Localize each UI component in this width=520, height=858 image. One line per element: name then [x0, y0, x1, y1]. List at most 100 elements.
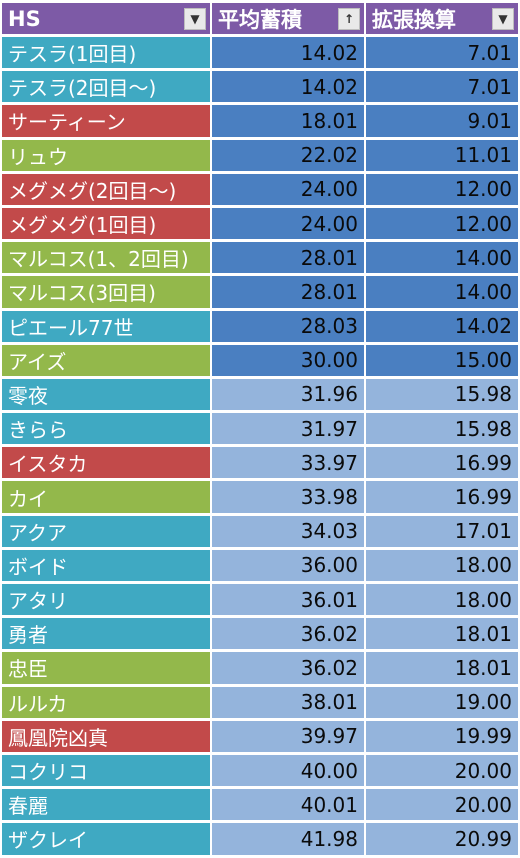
cell-avg-value[interactable]: 41.98	[212, 823, 364, 855]
cell-ext-value[interactable]: 20.99	[366, 823, 518, 855]
cell-avg-value[interactable]: 24.00	[212, 173, 364, 205]
cell-avg-value[interactable]: 33.98	[212, 481, 364, 513]
cell-hs-name[interactable]: アイズ	[2, 344, 210, 376]
cell-ext-value[interactable]: 7.01	[366, 37, 518, 69]
cell-avg-value[interactable]: 14.02	[212, 71, 364, 103]
cell-avg-value[interactable]: 34.03	[212, 515, 364, 547]
table-row: ルルカ 38.01 19.00	[2, 686, 518, 718]
cell-avg-value[interactable]: 31.97	[212, 413, 364, 445]
cell-ext-value[interactable]: 16.99	[366, 447, 518, 479]
table-row: リュウ 22.02 11.01	[2, 139, 518, 171]
cell-ext-value[interactable]: 20.00	[366, 754, 518, 787]
cell-ext-value[interactable]: 9.01	[366, 105, 518, 137]
cell-avg-value[interactable]: 22.02	[212, 139, 364, 171]
cell-ext-value[interactable]: 18.00	[366, 584, 518, 616]
filter-dropdown-icon[interactable]: ▼	[184, 7, 206, 30]
cell-avg-value[interactable]: 18.01	[212, 105, 364, 137]
cell-hs-name[interactable]: テスラ(2回目～)	[2, 71, 210, 103]
table-row: ボイド 36.00 18.00	[2, 549, 518, 581]
cell-hs-name[interactable]: ルルカ	[2, 686, 210, 718]
table-row: イスタカ 33.97 16.99	[2, 447, 518, 479]
cell-hs-name[interactable]: メグメグ(2回目～)	[2, 173, 210, 205]
cell-hs-name[interactable]: マルコス(1、2回目)	[2, 242, 210, 274]
cell-ext-value[interactable]: 20.00	[366, 789, 518, 821]
cell-avg-value[interactable]: 36.00	[212, 549, 364, 581]
table-row: ピエール77世 28.03 14.02	[2, 310, 518, 342]
cell-ext-value[interactable]: 11.01	[366, 139, 518, 171]
table-row: 忠臣 36.02 18.01	[2, 652, 518, 684]
cell-avg-value[interactable]: 36.02	[212, 618, 364, 650]
cell-avg-value[interactable]: 24.00	[212, 207, 364, 240]
table-row: 春麗 40.01 20.00	[2, 789, 518, 821]
cell-ext-value[interactable]: 15.98	[366, 413, 518, 445]
column-header-hs: HS ▼	[2, 3, 210, 34]
cell-hs-name[interactable]: 零夜	[2, 378, 210, 411]
cell-hs-name[interactable]: テスラ(1回目)	[2, 37, 210, 69]
cell-hs-name[interactable]: マルコス(3回目)	[2, 276, 210, 308]
table-row: メグメグ(2回目～) 24.00 12.00	[2, 173, 518, 205]
cell-ext-value[interactable]: 18.00	[366, 549, 518, 581]
table-row: マルコス(1、2回目) 28.01 14.00	[2, 242, 518, 274]
cell-avg-value[interactable]: 31.96	[212, 378, 364, 411]
cell-ext-value[interactable]: 14.00	[366, 242, 518, 274]
cell-ext-value[interactable]: 17.01	[366, 515, 518, 547]
cell-hs-name[interactable]: アクア	[2, 515, 210, 547]
cell-hs-name[interactable]: ピエール77世	[2, 310, 210, 342]
table-row: 零夜 31.96 15.98	[2, 378, 518, 411]
cell-avg-value[interactable]: 40.01	[212, 789, 364, 821]
cell-ext-value[interactable]: 19.00	[366, 686, 518, 718]
sort-ascending-icon[interactable]: ↑	[338, 7, 360, 30]
cell-avg-value[interactable]: 28.01	[212, 276, 364, 308]
cell-hs-name[interactable]: きらら	[2, 413, 210, 445]
cell-ext-value[interactable]: 14.00	[366, 276, 518, 308]
cell-ext-value[interactable]: 14.02	[366, 310, 518, 342]
cell-hs-name[interactable]: 勇者	[2, 618, 210, 650]
cell-avg-value[interactable]: 36.01	[212, 584, 364, 616]
cell-hs-name[interactable]: メグメグ(1回目)	[2, 207, 210, 240]
cell-ext-value[interactable]: 15.00	[366, 344, 518, 376]
cell-ext-value[interactable]: 12.00	[366, 173, 518, 205]
cell-avg-value[interactable]: 14.02	[212, 37, 364, 69]
table-row: コクリコ 40.00 20.00	[2, 754, 518, 787]
cell-ext-value[interactable]: 12.00	[366, 207, 518, 240]
cell-hs-name[interactable]: 春麗	[2, 789, 210, 821]
cell-avg-value[interactable]: 38.01	[212, 686, 364, 718]
cell-avg-value[interactable]: 28.01	[212, 242, 364, 274]
cell-avg-value[interactable]: 30.00	[212, 344, 364, 376]
table-row: カイ 33.98 16.99	[2, 481, 518, 513]
cell-ext-value[interactable]: 7.01	[366, 71, 518, 103]
cell-hs-name[interactable]: アタリ	[2, 584, 210, 616]
column-header-ext-label: 拡張換算	[372, 7, 456, 32]
cell-avg-value[interactable]: 33.97	[212, 447, 364, 479]
cell-hs-name[interactable]: カイ	[2, 481, 210, 513]
table-row: 鳳凰院凶真 39.97 19.99	[2, 720, 518, 752]
cell-hs-name[interactable]: ザクレイ	[2, 823, 210, 855]
cell-hs-name[interactable]: ボイド	[2, 549, 210, 581]
cell-ext-value[interactable]: 19.99	[366, 720, 518, 752]
column-header-avg: 平均蓄積 ↑	[212, 3, 364, 34]
table-row: アイズ 30.00 15.00	[2, 344, 518, 376]
cell-hs-name[interactable]: サーティーン	[2, 105, 210, 137]
table-row: サーティーン 18.01 9.01	[2, 105, 518, 137]
cell-avg-value[interactable]: 36.02	[212, 652, 364, 684]
cell-ext-value[interactable]: 15.98	[366, 378, 518, 411]
cell-ext-value[interactable]: 18.01	[366, 618, 518, 650]
cell-hs-name[interactable]: リュウ	[2, 139, 210, 171]
cell-avg-value[interactable]: 40.00	[212, 754, 364, 787]
cell-hs-name[interactable]: 忠臣	[2, 652, 210, 684]
cell-ext-value[interactable]: 16.99	[366, 481, 518, 513]
cell-avg-value[interactable]: 39.97	[212, 720, 364, 752]
header-row: HS ▼ 平均蓄積 ↑ 拡張換算 ▼	[2, 3, 518, 34]
table-row: 勇者 36.02 18.01	[2, 618, 518, 650]
table-row: マルコス(3回目) 28.01 14.00	[2, 276, 518, 308]
cell-avg-value[interactable]: 28.03	[212, 310, 364, 342]
cell-ext-value[interactable]: 18.01	[366, 652, 518, 684]
table-row: テスラ(1回目) 14.02 7.01	[2, 37, 518, 69]
cell-hs-name[interactable]: コクリコ	[2, 754, 210, 787]
cell-hs-name[interactable]: 鳳凰院凶真	[2, 720, 210, 752]
cell-hs-name[interactable]: イスタカ	[2, 447, 210, 479]
column-header-avg-label: 平均蓄積	[218, 7, 302, 32]
filter-dropdown-icon[interactable]: ▼	[492, 7, 514, 30]
table-row: テスラ(2回目～) 14.02 7.01	[2, 71, 518, 103]
